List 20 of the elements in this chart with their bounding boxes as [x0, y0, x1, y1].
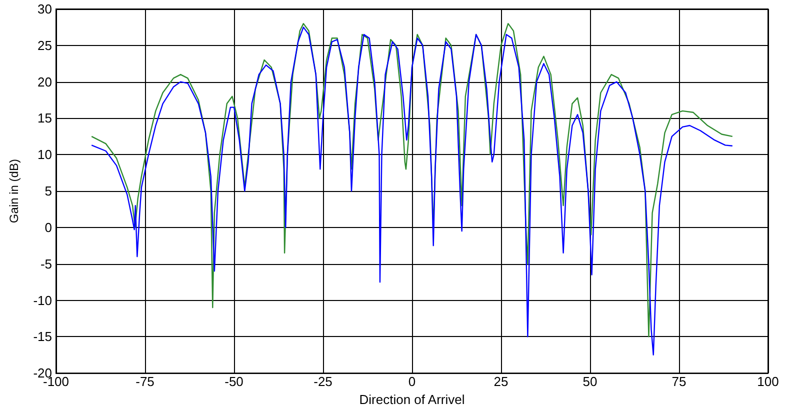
y-tick-label: 25 — [38, 38, 52, 53]
y-tick-label: 5 — [44, 184, 52, 199]
y-tick-label: -15 — [33, 329, 52, 344]
x-tick-label: -50 — [224, 374, 244, 390]
y-tick-label: -5 — [40, 256, 52, 272]
y-tick-label: 15 — [38, 110, 52, 126]
x-tick-label: 50 — [582, 374, 598, 390]
x-axis-title: Direction of Arrivel — [359, 392, 465, 407]
x-tick-label: 25 — [494, 374, 508, 390]
y-tick-label: 0 — [44, 220, 52, 235]
y-tick-label: 10 — [38, 147, 52, 162]
y-tick-label: 20 — [38, 74, 52, 90]
y-tick-label: 30 — [38, 2, 52, 16]
y-tick-label: -10 — [33, 292, 52, 308]
y-axis-title: Gain in (dB) — [7, 159, 21, 224]
x-tick-label: -25 — [314, 374, 332, 390]
x-tick-label: -75 — [136, 374, 154, 390]
x-tick-label: 75 — [672, 374, 686, 390]
x-tick-label: 0 — [408, 374, 416, 390]
x-tick-label: 100 — [757, 374, 779, 390]
